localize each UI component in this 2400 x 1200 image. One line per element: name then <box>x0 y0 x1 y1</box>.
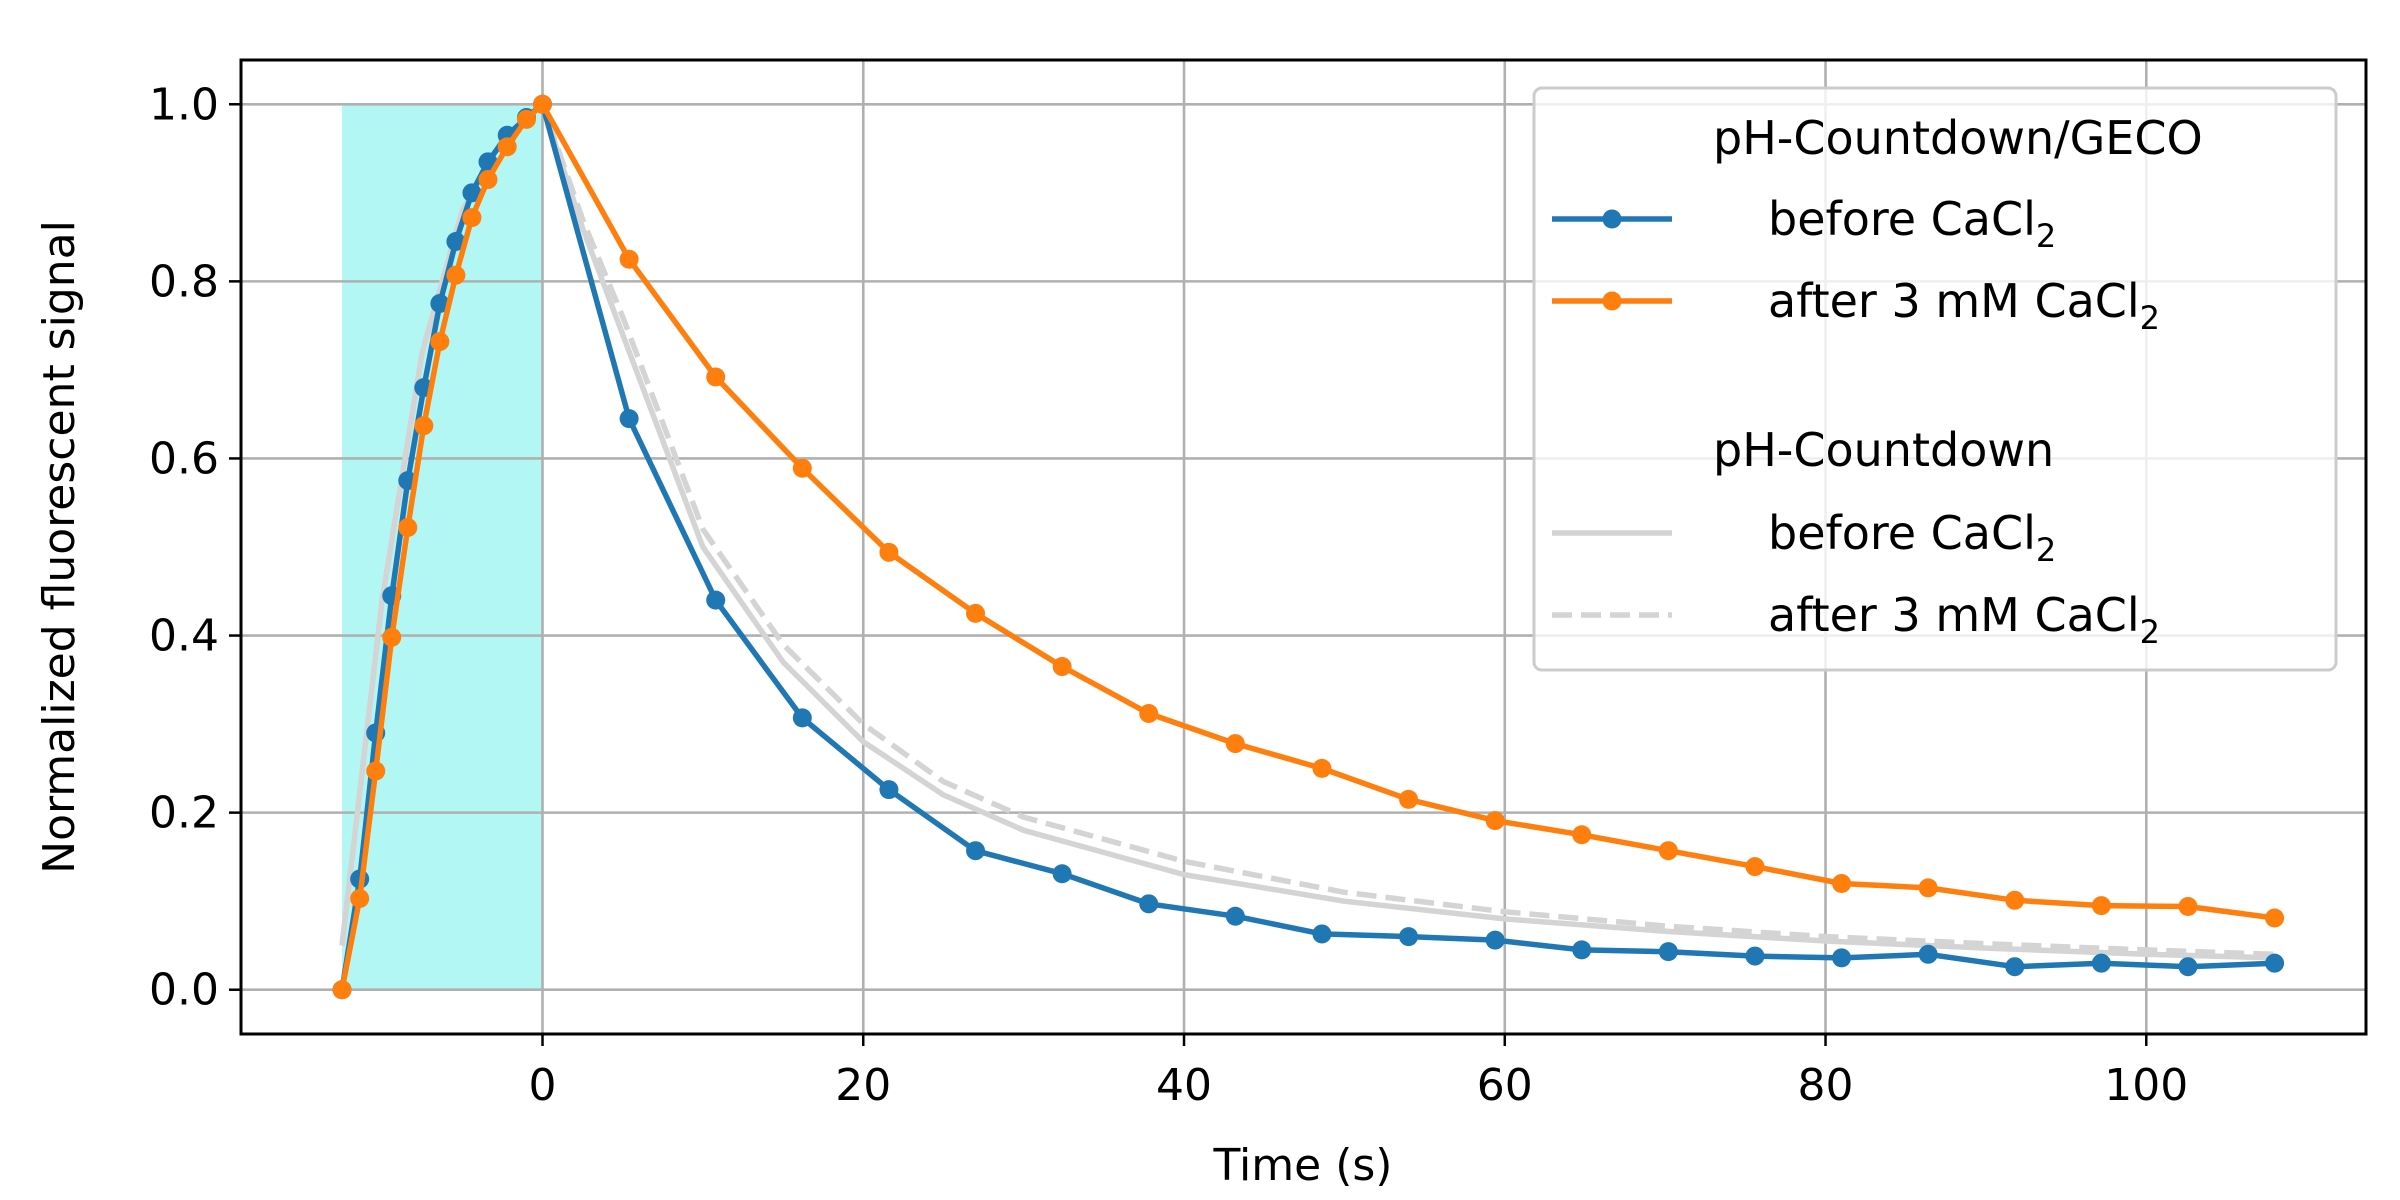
series-point-0 <box>1572 940 1592 960</box>
series-point-1 <box>350 889 370 909</box>
series-point-0 <box>2091 953 2111 973</box>
series-point-0 <box>792 708 812 728</box>
series-point-1 <box>382 627 402 647</box>
y-tick-label: 0.0 <box>149 965 219 1016</box>
series-point-0 <box>430 294 450 313</box>
legend-entry-subscript: 2 <box>2140 299 2160 337</box>
series-point-0 <box>619 409 639 429</box>
series-point-1 <box>2091 896 2111 916</box>
series-point-0 <box>879 780 899 800</box>
legend-group-title: pH-Countdown <box>1713 423 2054 477</box>
series-point-0 <box>1832 948 1852 968</box>
series-point-1 <box>414 416 434 436</box>
x-tick-label: 0 <box>529 1060 557 1111</box>
series-point-1 <box>1832 873 1852 893</box>
legend-entry-label: after 3 mM CaCl2 <box>1768 274 2160 337</box>
series-point-1 <box>1399 789 1419 809</box>
series-point-0 <box>1052 864 1072 884</box>
series-point-1 <box>2265 908 2285 928</box>
series-point-1 <box>398 518 418 538</box>
legend: pH-Countdown/GECO before CaCl2 after 3 mM … <box>1532 86 2338 672</box>
series-point-1 <box>966 603 986 623</box>
series-point-0 <box>1658 942 1678 962</box>
series-point-1 <box>332 980 352 1000</box>
legend-swatch-marker <box>1602 209 1622 229</box>
series-point-0 <box>1312 924 1332 944</box>
series-point-0 <box>1399 927 1419 947</box>
legend-entry-label: before CaCl2 <box>1768 506 2056 569</box>
plot-frame <box>239 58 2368 1036</box>
x-tick-label: 20 <box>835 1060 891 1111</box>
series-point-0 <box>462 183 482 203</box>
series-point-1 <box>1139 703 1159 723</box>
x-tick-label: 100 <box>2104 1060 2188 1111</box>
series-point-0 <box>2178 957 2198 977</box>
series-point-1 <box>2178 896 2198 916</box>
y-tick-label: 0.8 <box>149 256 219 307</box>
series-point-1 <box>1485 811 1505 831</box>
x-tick-label: 40 <box>1156 1060 1212 1111</box>
series-point-0 <box>2005 957 2025 977</box>
series-point-1 <box>1745 857 1765 877</box>
series-point-1 <box>706 367 726 387</box>
series-point-1 <box>1658 841 1678 861</box>
y-tick-label: 0.2 <box>149 788 219 839</box>
series-point-0 <box>706 590 726 610</box>
series-point-1 <box>619 249 639 269</box>
series-point-1 <box>1225 734 1245 754</box>
series-point-1 <box>1572 825 1592 845</box>
series-point-1 <box>1312 758 1332 778</box>
series-point-1 <box>462 208 482 228</box>
series-point-1 <box>1918 878 1938 898</box>
legend-box <box>1532 86 2338 672</box>
legend-group-title: pH-Countdown/GECO <box>1713 111 2203 165</box>
series-point-0 <box>1485 930 1505 950</box>
series-point-1 <box>366 761 386 781</box>
series-point-0 <box>1139 894 1159 914</box>
series-point-1 <box>792 458 812 478</box>
series-point-1 <box>1052 657 1072 677</box>
x-tick-label: 60 <box>1477 1060 1533 1111</box>
y-tick-label: 0.6 <box>149 433 219 484</box>
series-point-1 <box>516 109 536 129</box>
series-point-0 <box>446 232 466 252</box>
legend-entry-subscript: 2 <box>2140 613 2160 651</box>
series-point-1 <box>879 542 899 562</box>
legend-swatch-marker <box>1602 291 1622 311</box>
illumination-shaded-region <box>342 104 543 990</box>
legend-entry-label: after 3 mM CaCl2 <box>1768 588 2160 651</box>
series-point-1 <box>497 137 517 157</box>
y-tick-label: 0.4 <box>149 611 219 662</box>
series-point-0 <box>966 841 986 861</box>
series-point-0 <box>1918 944 1938 964</box>
series-point-0 <box>2265 953 2285 973</box>
series-point-0 <box>1745 946 1765 966</box>
x-axis-label: Time (s) <box>1213 1140 1393 1191</box>
series-point-1 <box>2005 890 2025 910</box>
series-point-1 <box>533 94 553 114</box>
legend-entry-subscript: 2 <box>2036 531 2056 569</box>
series-point-1 <box>478 170 498 190</box>
x-tick-label: 80 <box>1798 1060 1854 1111</box>
series-point-0 <box>1225 906 1245 926</box>
series-point-1 <box>446 265 466 285</box>
y-tick-label: 1.0 <box>149 79 219 130</box>
legend-entry-label: before CaCl2 <box>1768 192 2056 255</box>
legend-entry-subscript: 2 <box>2036 217 2056 255</box>
y-axis-label: Normalized fluorescent signal <box>34 220 85 874</box>
series-point-1 <box>430 332 450 352</box>
